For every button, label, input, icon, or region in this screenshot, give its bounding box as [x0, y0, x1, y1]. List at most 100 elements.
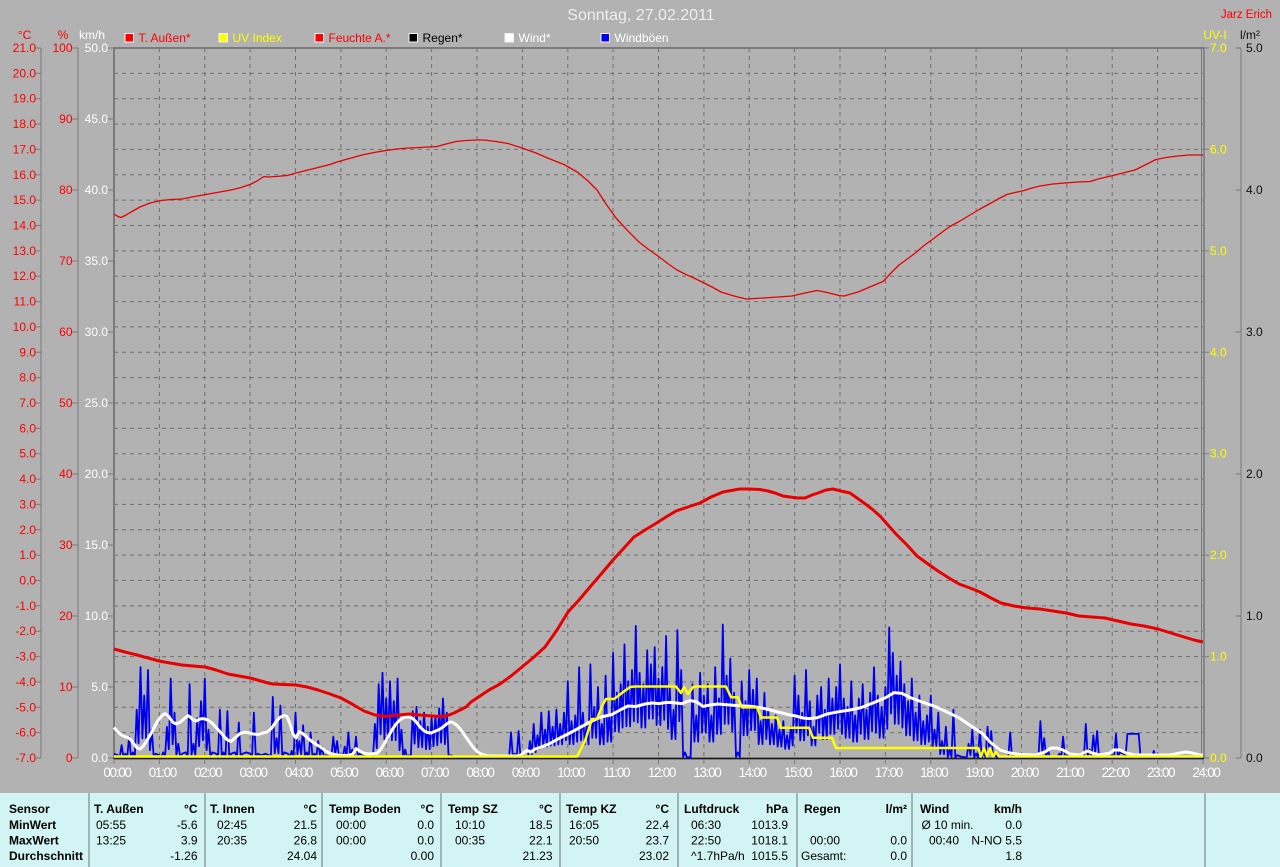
svg-text:1015.5: 1015.5	[751, 849, 788, 863]
svg-text:1.0: 1.0	[1210, 650, 1227, 664]
svg-text:18:00: 18:00	[920, 765, 948, 780]
svg-text:Temp SZ: Temp SZ	[448, 802, 498, 816]
svg-text:50: 50	[59, 396, 73, 410]
svg-text:5.0: 5.0	[1210, 244, 1227, 258]
svg-text:17:00: 17:00	[875, 765, 903, 780]
svg-text:5.0: 5.0	[1246, 41, 1263, 55]
svg-text:MinWert: MinWert	[9, 818, 56, 832]
svg-text:23.02: 23.02	[639, 849, 669, 863]
svg-text:21:00: 21:00	[1056, 765, 1084, 780]
svg-text:0.0: 0.0	[890, 849, 907, 863]
svg-text:07:00: 07:00	[421, 765, 449, 780]
svg-text:6.0: 6.0	[19, 421, 36, 435]
svg-text:Temp KZ: Temp KZ	[566, 802, 616, 816]
svg-text:19:00: 19:00	[965, 765, 993, 780]
svg-text:-6.0: -6.0	[15, 726, 36, 740]
svg-text:18.5: 18.5	[529, 818, 553, 832]
svg-text:%: %	[58, 28, 69, 42]
svg-text:13:25: 13:25	[96, 833, 126, 847]
svg-text:4.0: 4.0	[19, 472, 36, 486]
svg-text:00:00: 00:00	[810, 833, 840, 847]
svg-text:10:00: 10:00	[557, 765, 585, 780]
svg-text:45.0: 45.0	[85, 112, 109, 126]
svg-text:100: 100	[52, 41, 72, 55]
svg-text:3.0: 3.0	[1210, 447, 1227, 461]
svg-text:°C: °C	[539, 802, 553, 816]
svg-text:21.0: 21.0	[13, 41, 37, 55]
svg-text:T. Außen*: T. Außen*	[139, 31, 191, 45]
svg-text:km/h: km/h	[79, 28, 105, 42]
svg-text:5.0: 5.0	[91, 680, 108, 694]
svg-text:05:55: 05:55	[96, 818, 126, 832]
svg-text:5.0: 5.0	[19, 447, 36, 461]
svg-text:20.0: 20.0	[13, 66, 37, 80]
svg-text:80: 80	[59, 183, 73, 197]
svg-text:16.0: 16.0	[13, 168, 37, 182]
svg-text:0.0: 0.0	[91, 751, 108, 765]
svg-text:06:30: 06:30	[691, 818, 721, 832]
svg-text:3.9: 3.9	[181, 833, 198, 847]
svg-text:10:10: 10:10	[455, 818, 485, 832]
svg-text:16:05: 16:05	[569, 818, 599, 832]
svg-text:15:00: 15:00	[784, 765, 812, 780]
svg-text:-1.0: -1.0	[15, 599, 36, 613]
svg-text:10.0: 10.0	[13, 320, 37, 334]
svg-text:km/h: km/h	[994, 802, 1022, 816]
svg-text:Sonntag, 27.02.2011: Sonntag, 27.02.2011	[567, 7, 714, 24]
svg-text:^1.7hPa/h: ^1.7hPa/h	[691, 849, 745, 863]
svg-text:Wind: Wind	[920, 802, 949, 816]
svg-text:00:00: 00:00	[103, 765, 131, 780]
svg-text:4.0: 4.0	[1246, 183, 1263, 197]
svg-text:0.0: 0.0	[1005, 818, 1022, 832]
svg-text:0.0: 0.0	[417, 818, 434, 832]
svg-text:22:50: 22:50	[691, 833, 721, 847]
svg-text:l/m²: l/m²	[886, 802, 907, 816]
svg-text:1018.1: 1018.1	[751, 833, 788, 847]
svg-text:hPa: hPa	[766, 802, 788, 816]
svg-text:8.0: 8.0	[19, 371, 36, 385]
svg-text:-4.0: -4.0	[15, 675, 36, 689]
svg-text:22.1: 22.1	[529, 833, 553, 847]
svg-text:Windböen: Windböen	[615, 31, 669, 45]
svg-text:-5.0: -5.0	[15, 700, 36, 714]
svg-text:3.0: 3.0	[1246, 325, 1263, 339]
svg-text:23.7: 23.7	[646, 833, 670, 847]
svg-text:-2.0: -2.0	[15, 624, 36, 638]
svg-text:22.4: 22.4	[646, 818, 670, 832]
svg-text:-7.0: -7.0	[15, 751, 36, 765]
svg-text:20: 20	[59, 609, 73, 623]
svg-text:01:00: 01:00	[149, 765, 177, 780]
svg-text:14:00: 14:00	[739, 765, 767, 780]
svg-text:°C: °C	[656, 802, 670, 816]
svg-text:13:00: 13:00	[693, 765, 721, 780]
svg-text:00:40: 00:40	[929, 833, 959, 847]
svg-text:Wind*: Wind*	[519, 31, 551, 45]
svg-text:MaxWert: MaxWert	[9, 833, 59, 847]
svg-text:60: 60	[59, 325, 73, 339]
svg-text:0: 0	[66, 751, 73, 765]
svg-text:00:35: 00:35	[455, 833, 485, 847]
svg-text:14.0: 14.0	[13, 218, 37, 232]
svg-text:3.0: 3.0	[19, 497, 36, 511]
svg-text:-1.26: -1.26	[170, 849, 198, 863]
svg-text:17.0: 17.0	[13, 142, 37, 156]
svg-text:Sensor: Sensor	[9, 802, 50, 816]
svg-text:20.0: 20.0	[85, 467, 109, 481]
svg-text:UV Index: UV Index	[233, 31, 282, 45]
svg-text:UV-I: UV-I	[1203, 28, 1226, 42]
svg-text:15.0: 15.0	[13, 193, 37, 207]
svg-text:19.0: 19.0	[13, 92, 37, 106]
svg-text:0.00: 0.00	[411, 849, 435, 863]
svg-text:11.0: 11.0	[14, 295, 37, 309]
svg-text:°C: °C	[18, 28, 32, 42]
svg-text:13.0: 13.0	[13, 244, 37, 258]
svg-text:24:00: 24:00	[1192, 765, 1220, 780]
svg-text:-3.0: -3.0	[15, 650, 36, 664]
svg-text:2.0: 2.0	[1210, 548, 1227, 562]
svg-text:09:00: 09:00	[512, 765, 540, 780]
svg-text:Jarz Erich: Jarz Erich	[1221, 9, 1272, 21]
svg-text:T. Innen: T. Innen	[210, 802, 255, 816]
svg-text:06:00: 06:00	[376, 765, 404, 780]
svg-text:70: 70	[59, 254, 73, 268]
svg-text:1.0: 1.0	[19, 548, 36, 562]
